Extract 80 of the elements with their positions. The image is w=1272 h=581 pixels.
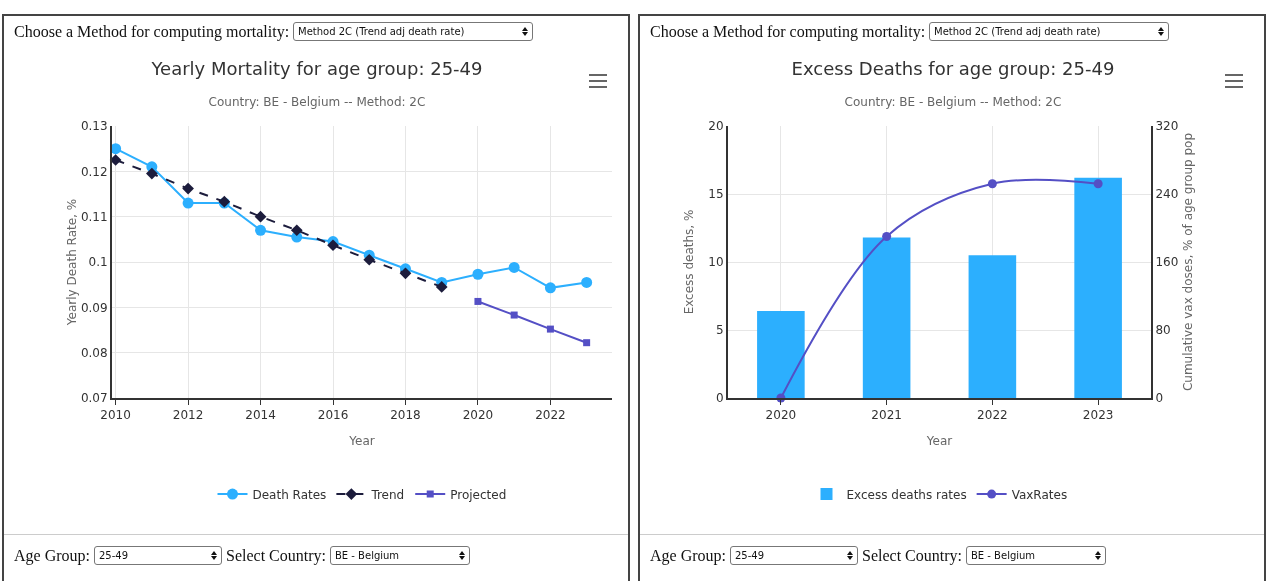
text: Age Group: — [14, 546, 90, 565]
y-tick-label: 0.07 — [80, 391, 108, 406]
point — [146, 167, 158, 180]
y2-axis-title: Cumulative vax doses, % of age group pop — [1181, 132, 1195, 392]
point — [581, 276, 593, 288]
bar — [757, 310, 805, 398]
y-tick-label: 0.1 — [88, 255, 108, 270]
text: 25-49 — [98, 550, 129, 561]
y-tick-label: 15 — [708, 187, 724, 202]
point — [882, 232, 892, 241]
text: Age Group: — [650, 546, 726, 565]
chart-subtitle: Country: BE - Belgium -- Method: 2C — [844, 95, 1062, 110]
y2-tick-label: 160 — [1155, 255, 1179, 270]
x-tick-label: 2018 — [390, 408, 421, 423]
point — [435, 281, 448, 293]
point — [363, 253, 376, 266]
y-tick-label: 0.11 — [80, 209, 108, 224]
point — [508, 261, 520, 273]
point — [546, 325, 554, 333]
x-tick-label: 2010 — [100, 408, 131, 423]
point — [399, 267, 412, 280]
point — [1093, 179, 1103, 189]
point — [510, 311, 518, 319]
x-axis-title: Year — [925, 434, 953, 448]
y-tick-label: 0.13 — [80, 119, 108, 134]
legend-label: Trend — [370, 487, 405, 502]
chart-title: Excess Deaths for age group: 25-49 — [791, 57, 1115, 79]
bar — [968, 255, 1017, 398]
chart-subtitle: Country: BE - Belgium -- Method: 2C — [208, 95, 426, 110]
y-tick-label: 0.12 — [80, 164, 108, 179]
text: BE - Belgium — [970, 550, 1036, 561]
legend-label: Excess deaths rates — [846, 487, 967, 502]
y-tick-label: 10 — [708, 255, 724, 270]
bar — [862, 237, 911, 398]
point — [474, 297, 482, 305]
y-tick-label: 20 — [708, 119, 724, 134]
y-axis-title: Yearly Death Rate, % — [64, 198, 79, 327]
x-tick-label: 2016 — [317, 408, 349, 423]
point — [583, 339, 591, 347]
point — [109, 154, 122, 166]
text: Select Country: — [861, 546, 962, 565]
x-tick-label: 2020 — [462, 408, 494, 423]
y-tick-label: 0.08 — [80, 345, 108, 360]
text: Choose a Method for computing mortality: — [650, 22, 926, 41]
y2-tick-label: 320 — [1155, 119, 1179, 134]
x-tick-label: 2014 — [245, 408, 276, 423]
text: Method 2C (Trend adj death rate) — [298, 26, 465, 37]
text: Select Country: — [225, 546, 326, 565]
text: Choose a Method for computing mortality: — [14, 22, 290, 41]
x-tick-label: 2023 — [1082, 408, 1114, 423]
y-tick-label: 0.09 — [80, 300, 108, 315]
y-tick-label: 5 — [715, 323, 724, 338]
point — [290, 224, 303, 237]
y2-tick-label: 80 — [1155, 323, 1171, 338]
chart-title: Yearly Mortality for age group: 25-49 — [150, 57, 483, 79]
point — [987, 179, 997, 189]
point — [254, 210, 267, 223]
legend-label: VaxRates — [1011, 487, 1068, 502]
x-tick-label: 2022 — [977, 408, 1008, 423]
y2-tick-label: 240 — [1155, 187, 1179, 202]
y-tick-label: 0 — [715, 391, 724, 406]
x-tick-label: 2020 — [765, 408, 797, 423]
x-tick-label: 2012 — [172, 408, 204, 423]
legend-label: Death Rates — [252, 487, 327, 502]
point — [182, 182, 194, 195]
y-axis-title: Excess deaths, % — [682, 209, 696, 315]
text: 25-49 — [734, 550, 765, 561]
point — [544, 282, 556, 294]
point — [327, 239, 339, 252]
bar — [1074, 177, 1122, 398]
point — [255, 224, 267, 236]
x-tick-label: 2021 — [871, 408, 902, 423]
y2-tick-label: 0 — [1155, 391, 1164, 406]
legend-label: Projected — [450, 487, 507, 502]
text: Method 2C (Trend adj death rate) — [934, 26, 1101, 37]
text: BE - Belgium — [334, 550, 400, 561]
x-tick-label: 2022 — [535, 408, 566, 423]
point — [472, 268, 484, 280]
point — [182, 197, 194, 209]
x-axis-title: Year — [348, 434, 375, 448]
